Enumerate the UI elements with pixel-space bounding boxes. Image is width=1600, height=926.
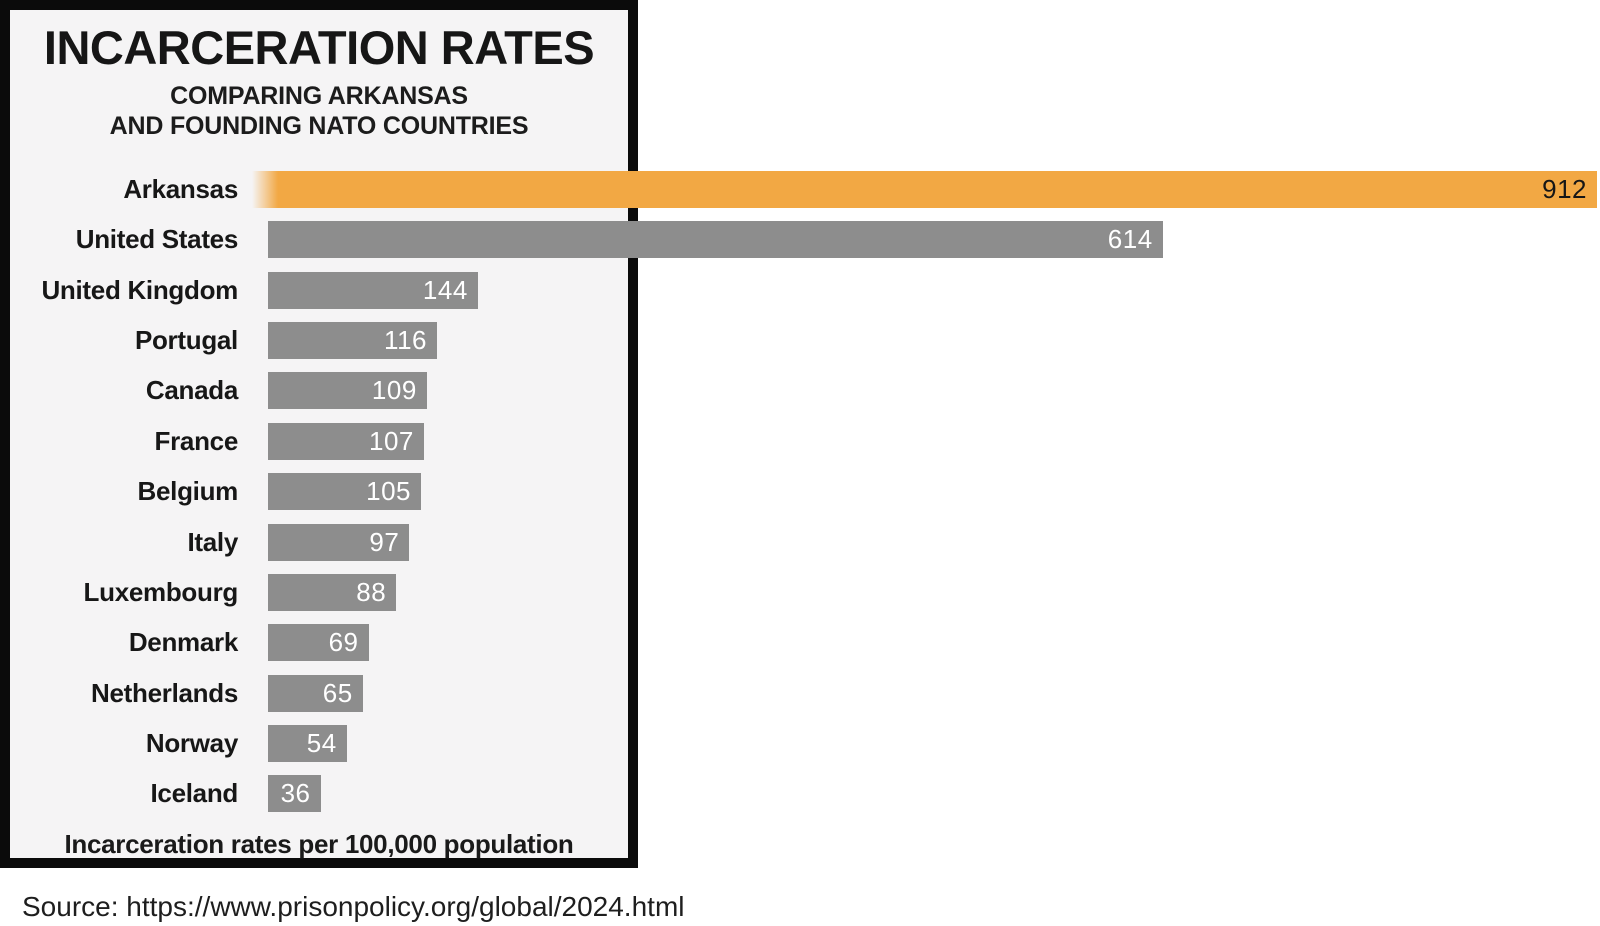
bar-value-label: 614 [1107,224,1153,255]
chart-caption: Incarceration rates per 100,000 populati… [64,829,574,859]
source-attribution: Source: https://www.prisonpolicy.org/glo… [22,891,685,922]
chart-subtitle-line-1: COMPARING ARKANSAS [170,82,468,110]
chart-title: INCARCERATION RATES [43,21,595,74]
chart-subtitle-line-2: AND FOUNDING NATO COUNTRIES [109,112,529,140]
bar-value-label: 912 [1542,174,1587,204]
